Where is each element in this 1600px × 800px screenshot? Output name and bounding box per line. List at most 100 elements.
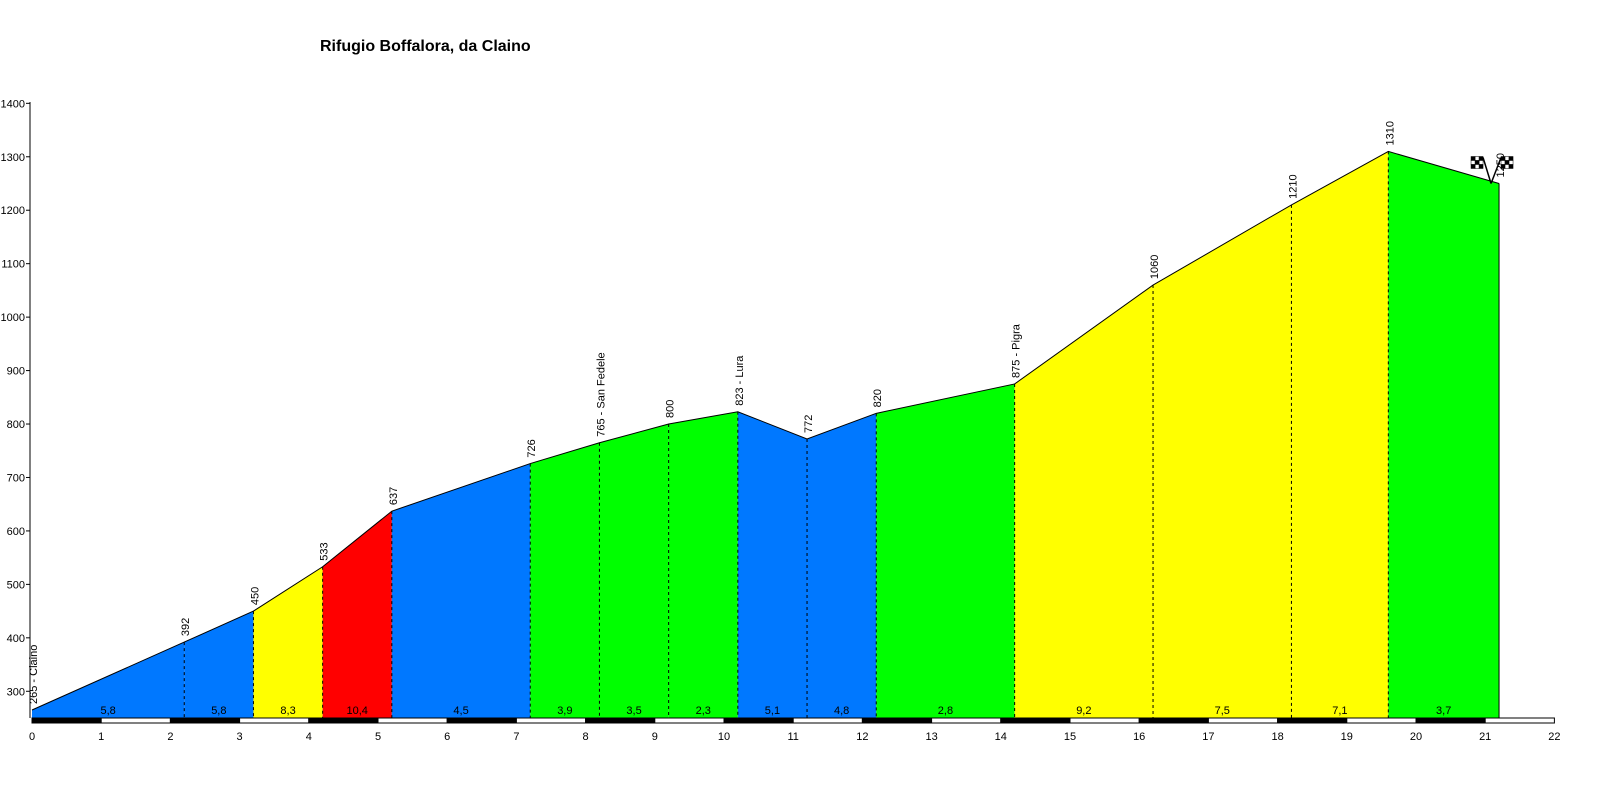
profile-line xyxy=(31,150,1500,711)
elevation-label: 800 xyxy=(665,400,677,418)
grade-segment-5 xyxy=(391,463,531,718)
flag-square xyxy=(1500,156,1506,161)
x-tick-label: 2 xyxy=(167,731,173,743)
flag-square xyxy=(1470,164,1476,169)
flag-square xyxy=(1474,160,1480,165)
scale-bar-km-16 xyxy=(1138,717,1209,724)
grade-segment-1 xyxy=(32,642,185,718)
elevation-label: 1310 xyxy=(1384,121,1396,145)
x-tick-label: 7 xyxy=(513,731,519,743)
grade-label: 2,3 xyxy=(696,705,711,717)
flag-left xyxy=(1470,156,1484,169)
x-tick-label: 5 xyxy=(375,731,381,743)
elevation-label: 450 xyxy=(249,587,261,605)
x-tick-label: 22 xyxy=(1548,731,1560,743)
grade-segment-10 xyxy=(807,413,877,718)
y-tick-label: 1100 xyxy=(1,259,25,271)
flag-square xyxy=(1508,164,1514,169)
scale-bar-km-21 xyxy=(1484,717,1555,724)
x-tick-label: 10 xyxy=(718,731,730,743)
elevation-label: 820 xyxy=(872,389,884,407)
x-tick-label: 14 xyxy=(995,731,1007,743)
y-tick-label: 600 xyxy=(7,526,25,538)
x-tick-label: 19 xyxy=(1341,731,1353,743)
grade-label: 3,9 xyxy=(557,705,572,717)
flag-square xyxy=(1500,160,1506,165)
flag-pole-left xyxy=(1482,157,1492,184)
grade-segments xyxy=(32,151,1500,718)
x-tick-label: 8 xyxy=(583,731,589,743)
x-tick-label: 6 xyxy=(444,731,450,743)
scale-bar-km-12 xyxy=(861,717,933,724)
grade-label: 7,1 xyxy=(1332,705,1347,717)
x-tick-label: 9 xyxy=(652,731,658,743)
flag-pole-right xyxy=(1490,157,1502,184)
flag-square xyxy=(1470,156,1476,161)
y-tick-label: 1300 xyxy=(1,152,25,164)
y-tick-label: 900 xyxy=(7,366,25,378)
scale-bar-km-3 xyxy=(239,717,310,724)
grade-segment-3 xyxy=(253,566,323,718)
elevation-label: 875 - Pigra xyxy=(1011,323,1023,378)
x-tick-label: 4 xyxy=(306,731,312,743)
x-tick-label: 1 xyxy=(98,731,104,743)
grade-label: 8,3 xyxy=(280,705,295,717)
x-tick-label: 15 xyxy=(1064,731,1076,743)
scale-bar-km-2 xyxy=(169,717,241,724)
flag-square xyxy=(1504,164,1510,169)
grade-label: 7,5 xyxy=(1215,705,1230,717)
elevation-label: 392 xyxy=(180,618,192,636)
grade-segment-8 xyxy=(668,411,738,718)
y-tick-label: 1400 xyxy=(1,98,25,110)
flag-square xyxy=(1470,160,1476,165)
km-scale-bar xyxy=(31,717,1555,724)
scale-bar-km-7 xyxy=(515,717,587,724)
grade-label: 5,8 xyxy=(100,705,115,717)
flag-square xyxy=(1478,164,1484,169)
grade-label: 5,1 xyxy=(765,705,780,717)
grade-segment-11 xyxy=(876,383,1015,718)
grade-segment-7 xyxy=(599,424,669,718)
scale-bar-km-9 xyxy=(654,717,725,724)
grade-label: 2,8 xyxy=(938,705,953,717)
elevation-label: 1210 xyxy=(1287,174,1299,198)
grade-label: 3,5 xyxy=(626,705,641,717)
scale-bar-km-4 xyxy=(308,717,379,724)
elevation-label: 637 xyxy=(388,487,400,505)
elevation-label: 533 xyxy=(319,542,331,560)
elevation-label: 772 xyxy=(803,415,815,433)
x-tick-label: 13 xyxy=(925,731,937,743)
checkered-flags-icon xyxy=(1470,156,1514,184)
scale-bar-km-15 xyxy=(1069,717,1140,724)
scale-bar-km-17 xyxy=(1207,717,1279,724)
y-tick-label: 800 xyxy=(7,419,25,431)
grade-segment-13 xyxy=(1153,204,1292,718)
flag-square xyxy=(1504,160,1510,165)
x-tick-label: 3 xyxy=(237,731,243,743)
flag-square xyxy=(1500,164,1506,169)
scale-bar-km-18 xyxy=(1277,717,1348,724)
flag-square xyxy=(1474,156,1480,161)
flag-square xyxy=(1504,156,1510,161)
elevation-label: 1060 xyxy=(1149,255,1161,279)
grade-label: 10,4 xyxy=(347,705,368,717)
x-tick-label: 20 xyxy=(1410,731,1422,743)
scale-bar-km-19 xyxy=(1346,717,1417,724)
grade-segment-2 xyxy=(184,611,254,718)
x-tick-label: 12 xyxy=(856,731,868,743)
scale-bar-km-13 xyxy=(931,717,1002,724)
grade-segment-6 xyxy=(530,442,600,718)
scale-bar-km-8 xyxy=(585,717,656,724)
scale-bar-km-11 xyxy=(792,717,863,724)
flag-square xyxy=(1474,164,1480,169)
elevation-label: 765 - San Fedele xyxy=(595,352,607,436)
grade-segment-9 xyxy=(737,411,808,718)
flag-square xyxy=(1478,156,1484,161)
grade-labels: 5,8 5,8 8,3 10,4 4,5 3,9 3,5 2,3 5,1 4,8 2,8 9,2 7,5… xyxy=(100,705,1451,717)
x-tick-label: 17 xyxy=(1202,731,1214,743)
scale-bar-km-14 xyxy=(1000,717,1071,724)
x-tick-label: 18 xyxy=(1271,731,1283,743)
x-tick-labels: 0 1 2 3 4 5 6 7 8 9 10 11 12 13 14 15 16 17 18 19 20 21 22 xyxy=(29,731,1561,743)
elevation-labels: 265 - Claino 392 450 533 637 726 765 - San Fed… xyxy=(28,121,1507,704)
axes xyxy=(26,102,31,718)
